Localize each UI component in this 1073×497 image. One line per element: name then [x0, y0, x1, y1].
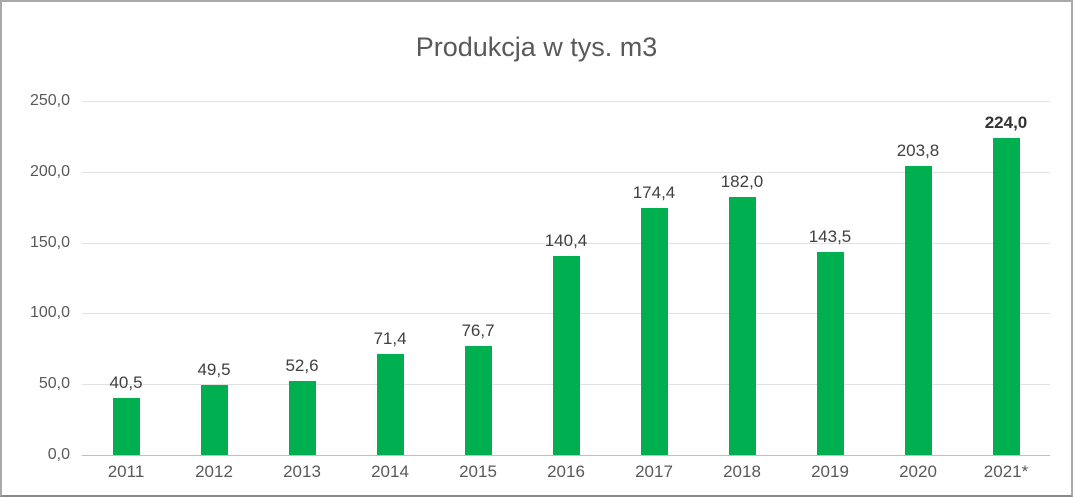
gridline: [82, 242, 1050, 244]
x-axis-tick-label: 2012: [195, 462, 233, 481]
y-axis-tick-label: 0,0: [47, 446, 70, 463]
bar: [376, 353, 404, 455]
x-axis-tick-label: 2011: [107, 462, 145, 481]
bar-group-2017: 174,4: [610, 101, 698, 455]
bar: [112, 397, 140, 455]
x-axis-tick-label: 2018: [723, 462, 761, 481]
bar-group-2011: 40,5: [82, 101, 170, 455]
x-axis-tick-label: 2020: [899, 462, 937, 481]
bar-value-label: 203,8: [896, 141, 940, 161]
chart-title: Produkcja w tys. m3: [415, 32, 658, 62]
bar-value-label: 143,5: [808, 226, 852, 246]
y-axis-tick-label: 200,0: [29, 162, 70, 180]
bars-row: 40,5 49,5 52,6 71,4 76,7 140,4 174,4 182,0 143,5…: [82, 101, 1050, 455]
gridline: [82, 171, 1050, 173]
bar-value-label: 52,6: [285, 355, 319, 375]
bar: [904, 166, 932, 455]
x-axis: 2011 2012 2013 2014 2015 2016 2017 2018 2019 2020…: [82, 462, 1050, 482]
bar-value-label: 76,7: [461, 321, 495, 341]
bar-group-2012: 49,5: [170, 101, 258, 455]
bar-group-2016: 140,4: [522, 101, 610, 455]
bar: [816, 251, 844, 455]
bar-value-label: 49,5: [197, 359, 231, 379]
y-axis-tick-label: 100,0: [29, 304, 70, 322]
y-axis-tick-label: 50,0: [38, 375, 70, 393]
bar-group-2013: 52,6: [258, 101, 346, 455]
bar-value-label: 140,4: [544, 231, 588, 251]
bar-group-2021*: 224,0: [962, 101, 1050, 455]
bar-value-label: 71,4: [373, 328, 407, 348]
x-axis-tick-label: 2021*: [983, 462, 1029, 481]
y-axis-tick-label: 150,0: [29, 233, 70, 251]
bar-value-label: 174,4: [632, 183, 676, 203]
x-axis-tick-label: 2013: [283, 462, 321, 481]
x-axis-line: [82, 455, 1050, 456]
bar-group-2020: 203,8: [874, 101, 962, 455]
bar-group-2018: 182,0: [698, 101, 786, 455]
x-axis-tick-label: 2016: [547, 462, 585, 481]
y-axis-tick-label: 250,0: [29, 92, 70, 109]
bar: [552, 256, 580, 455]
bar: [992, 137, 1020, 455]
x-axis-tick-label: 2014: [371, 462, 409, 481]
bar-value-label: 40,5: [109, 372, 143, 392]
bar: [464, 346, 492, 455]
y-axis: 0,0 50,0 100,0 150,0 200,0 250,0: [2, 92, 72, 463]
bar: [288, 380, 316, 455]
bar: [200, 384, 228, 455]
bar: [640, 208, 668, 455]
x-axis-tick-label: 2019: [811, 462, 849, 481]
bar: [728, 197, 756, 455]
plot-area: 40,5 49,5 52,6 71,4 76,7 140,4 174,4 182,0 143,5…: [82, 101, 1050, 456]
bar-group-2015: 76,7: [434, 101, 522, 455]
x-axis-tick-label: 2017: [635, 462, 673, 481]
bar-value-label: 224,0: [984, 112, 1028, 132]
x-axis-tick-label: 2015: [459, 462, 497, 481]
bar-value-label: 182,0: [720, 172, 764, 192]
gridline: [82, 101, 1050, 102]
bar-group-2014: 71,4: [346, 101, 434, 455]
bar-group-2019: 143,5: [786, 101, 874, 455]
